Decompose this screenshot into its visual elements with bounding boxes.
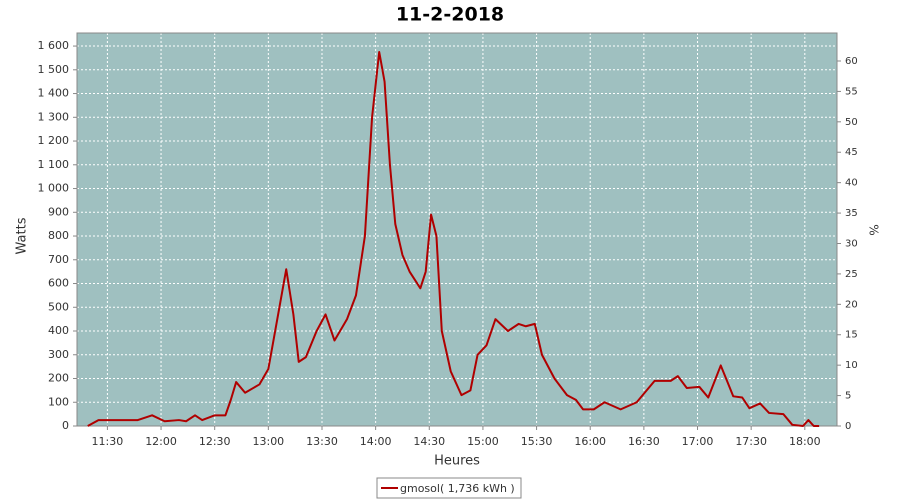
y2-tick-label: 5 (845, 391, 851, 402)
y2-tick-label: 55 (845, 86, 858, 97)
x-tick-label: 17:30 (735, 435, 767, 448)
x-tick-label: 13:00 (252, 435, 284, 448)
y-tick-label: 1 100 (38, 158, 70, 171)
y2-tick-label: 35 (845, 208, 858, 219)
x-tick-label: 15:00 (467, 435, 499, 448)
x-tick-label: 11:30 (92, 435, 124, 448)
legend: gmosol( 1,736 kWh ) (381, 482, 515, 495)
y2-tick-label: 15 (845, 330, 858, 341)
y-tick-label: 1 500 (38, 63, 70, 76)
x-tick-label: 12:30 (199, 435, 231, 448)
y2-tick-label: 45 (845, 147, 858, 158)
y2-tick-label: 50 (845, 117, 858, 128)
x-tick-label: 14:30 (413, 435, 445, 448)
y2-tick-label: 25 (845, 269, 858, 280)
y2-tick-label: 20 (845, 299, 858, 310)
y-tick-label: 1 300 (38, 110, 70, 123)
y2-tick-label: 10 (845, 360, 858, 371)
y2-tick-label: 0 (845, 421, 851, 432)
y-axis-title: Watts (15, 217, 30, 254)
series-line (87, 50, 820, 427)
y-tick-label: 900 (48, 205, 69, 218)
x-tick-label: 17:00 (682, 435, 714, 448)
chart-title: 11-2-2018 (396, 4, 504, 26)
y-tick-label: 1 400 (38, 87, 70, 100)
legend-label: gmosol( 1,736 kWh ) (400, 482, 515, 495)
x-tick-label: 15:30 (521, 435, 553, 448)
x-tick-label: 18:00 (789, 435, 821, 448)
y-tick-label: 600 (48, 277, 69, 290)
y2-axis-title: % (867, 224, 881, 235)
plot-area (76, 32, 838, 427)
y-tick-label: 1 600 (38, 39, 70, 52)
legend-box (376, 477, 522, 499)
plot-border (76, 32, 838, 427)
y-tick-label: 700 (48, 253, 69, 266)
x-tick-label: 13:30 (306, 435, 338, 448)
y-tick-label: 0 (62, 419, 69, 432)
y-tick-label: 800 (48, 229, 69, 242)
y-tick-label: 1 200 (38, 134, 70, 147)
y-tick-label: 500 (48, 300, 69, 313)
x-axis-title: Heures (434, 454, 480, 469)
y-tick-label: 100 (48, 395, 69, 408)
y2-tick-label: 60 (845, 56, 858, 67)
x-tick-label: 16:00 (574, 435, 606, 448)
y-tick-label: 400 (48, 324, 69, 337)
y2-tick-label: 40 (845, 178, 858, 189)
y2-tick-label: 30 (845, 238, 858, 249)
y-tick-label: 300 (48, 348, 69, 361)
x-tick-label: 12:00 (145, 435, 177, 448)
y-tick-label: 200 (48, 372, 69, 385)
y-tick-label: 1 000 (38, 182, 70, 195)
x-tick-label: 16:30 (628, 435, 660, 448)
x-tick-label: 14:00 (360, 435, 392, 448)
